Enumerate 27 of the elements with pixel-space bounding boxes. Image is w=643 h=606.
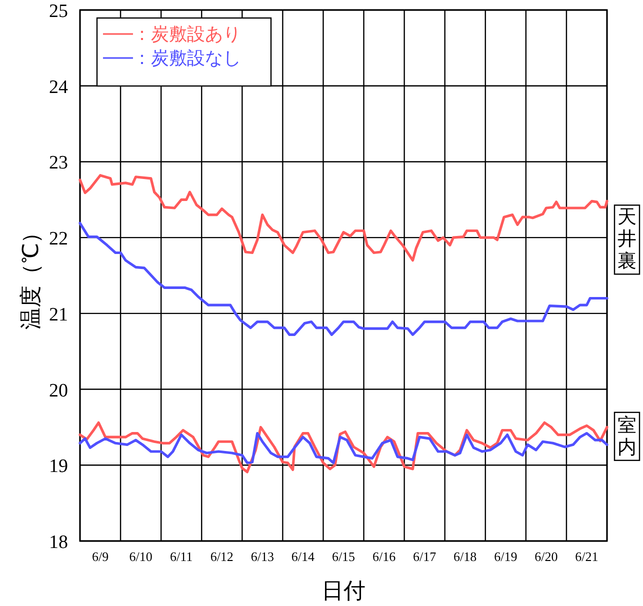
x-tick-label: 6/20 bbox=[534, 549, 558, 564]
legend-label: ：炭敷設なし bbox=[133, 48, 241, 68]
y-tick-label: 21 bbox=[49, 304, 68, 326]
legend-label: ：炭敷設あり bbox=[133, 24, 241, 44]
x-tick-label: 6/18 bbox=[454, 549, 477, 564]
y-axis-title: 温度（℃） bbox=[18, 222, 43, 330]
y-tick-label: 22 bbox=[49, 228, 68, 250]
x-tick-label: 6/12 bbox=[210, 549, 234, 564]
x-tick-label: 6/21 bbox=[575, 549, 598, 564]
y-tick-label: 24 bbox=[49, 76, 68, 98]
y-tick-label: 25 bbox=[49, 1, 68, 22]
x-tick-label: 6/11 bbox=[170, 549, 193, 564]
annotation: 天井裏 bbox=[614, 204, 640, 275]
y-tick-label: 23 bbox=[49, 152, 68, 174]
x-tick-label: 6/10 bbox=[129, 549, 152, 564]
x-tick-label: 6/13 bbox=[250, 549, 274, 564]
y-tick-label: 20 bbox=[49, 380, 68, 402]
y-tick-label: 19 bbox=[49, 456, 68, 478]
x-tick-label: 6/17 bbox=[413, 549, 437, 564]
annotation: 室内 bbox=[614, 412, 640, 461]
x-tick-label: 6/16 bbox=[372, 549, 396, 564]
y-tick-label: 18 bbox=[49, 532, 68, 553]
x-tick-label: 6/14 bbox=[291, 549, 316, 564]
x-tick-label: 6/9 bbox=[92, 549, 109, 564]
x-tick-label: 6/15 bbox=[332, 549, 356, 564]
x-axis-title: 日付 bbox=[322, 578, 366, 603]
x-tick-label: 6/19 bbox=[494, 549, 518, 564]
